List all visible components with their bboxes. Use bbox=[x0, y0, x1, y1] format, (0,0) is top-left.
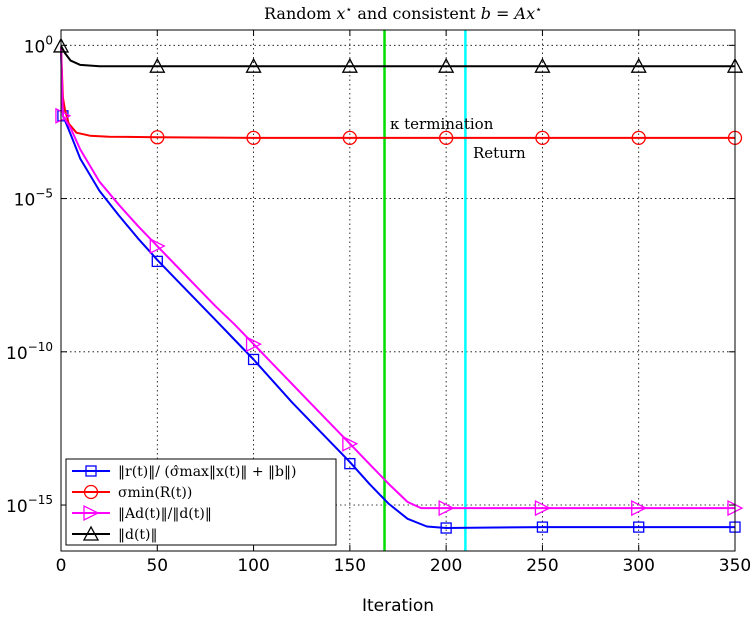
y-tick-label: 10−5 bbox=[14, 187, 53, 211]
ticks: 0 50 100 150 200 250 300 350 100 10−5 10−10 10−15 bbox=[6, 30, 751, 576]
marker-square bbox=[85, 465, 97, 477]
legend-entry-1: ‖r(t)‖/ (σ̂max‖x(t)‖ + ‖b‖) bbox=[72, 464, 296, 480]
marker-triangle-right bbox=[631, 500, 648, 517]
marker-triangle-up bbox=[630, 57, 647, 73]
x-tick-label: 150 bbox=[334, 556, 366, 576]
marker-triangle-up bbox=[149, 57, 166, 73]
annotation-return-bg bbox=[469, 143, 527, 162]
marker-triangle-right bbox=[55, 107, 72, 124]
x-tick-label: 0 bbox=[56, 556, 67, 576]
marker-triangle-up bbox=[438, 57, 455, 73]
annotation-return: Return bbox=[473, 144, 526, 162]
y-tick-label: 100 bbox=[24, 33, 53, 57]
series-line bbox=[60, 48, 735, 529]
series bbox=[52, 37, 744, 534]
marker-circle bbox=[535, 130, 550, 146]
marker-circle bbox=[83, 484, 99, 500]
marker-triangle-up bbox=[341, 57, 358, 73]
marker-triangle-right bbox=[342, 435, 359, 452]
marker-square bbox=[247, 353, 260, 366]
marker-triangle-up bbox=[245, 57, 262, 73]
chart-title: Random x⋆ and consistent b = Ax⋆ bbox=[264, 3, 542, 23]
legend-label: σmin(R(t)) bbox=[118, 485, 192, 501]
annotation-kappa-termination: κ termination bbox=[390, 115, 494, 133]
series-line bbox=[60, 46, 735, 139]
series-line bbox=[60, 45, 735, 68]
marker-square bbox=[536, 521, 549, 533]
grid bbox=[61, 30, 735, 551]
x-tick-label: 250 bbox=[526, 556, 558, 576]
annotations: κ termination Return bbox=[390, 115, 527, 162]
marker-square bbox=[633, 521, 645, 533]
x-tick-label: 50 bbox=[146, 556, 168, 576]
series-line bbox=[60, 46, 735, 510]
legend-label: ‖Ad(t)‖/‖d(t)‖ bbox=[118, 506, 212, 522]
x-tick-label: 300 bbox=[622, 556, 654, 576]
legend-entry-3: ‖Ad(t)‖/‖d(t)‖ bbox=[72, 504, 212, 522]
marker-circle bbox=[342, 130, 358, 146]
marker-circle bbox=[438, 130, 454, 146]
legend-label: ‖d(t)‖ bbox=[118, 527, 158, 543]
legend-entry-4: ‖d(t)‖ bbox=[72, 525, 158, 543]
marker-triangle-right bbox=[534, 500, 551, 517]
marker-circle bbox=[246, 130, 261, 146]
series-1 bbox=[57, 48, 741, 534]
y-tick-label: 10−10 bbox=[6, 340, 53, 364]
marker-triangle-right bbox=[149, 238, 166, 255]
series-2 bbox=[60, 46, 743, 146]
legend-box bbox=[65, 458, 337, 546]
marker-circle bbox=[150, 130, 165, 145]
marker-triangle-right bbox=[83, 504, 100, 522]
legend: ‖r(t)‖/ (σ̂max‖x(t)‖ + ‖b‖) σmin(R(t)) ‖Ad… bbox=[65, 458, 337, 546]
marker-square bbox=[151, 255, 163, 268]
marker-triangle-up bbox=[534, 57, 551, 73]
plot-border bbox=[60, 29, 736, 552]
x-axis-label: Iteration bbox=[362, 596, 434, 616]
marker-triangle-right bbox=[438, 500, 455, 517]
marker-circle bbox=[631, 130, 646, 146]
marker-triangle-right bbox=[245, 336, 263, 353]
vertical-markers bbox=[383, 30, 467, 551]
x-tick-label: 200 bbox=[430, 556, 462, 576]
marker-triangle-up bbox=[82, 525, 100, 541]
marker-square bbox=[344, 458, 356, 470]
x-tick-label: 100 bbox=[237, 556, 269, 576]
legend-entry-2: σmin(R(t)) bbox=[72, 484, 192, 501]
y-tick-label: 10−15 bbox=[6, 493, 53, 517]
marker-square bbox=[440, 522, 452, 534]
x-tick-label: 350 bbox=[719, 556, 751, 576]
legend-label: ‖r(t)‖/ (σ̂max‖x(t)‖ + ‖b‖) bbox=[118, 464, 296, 480]
